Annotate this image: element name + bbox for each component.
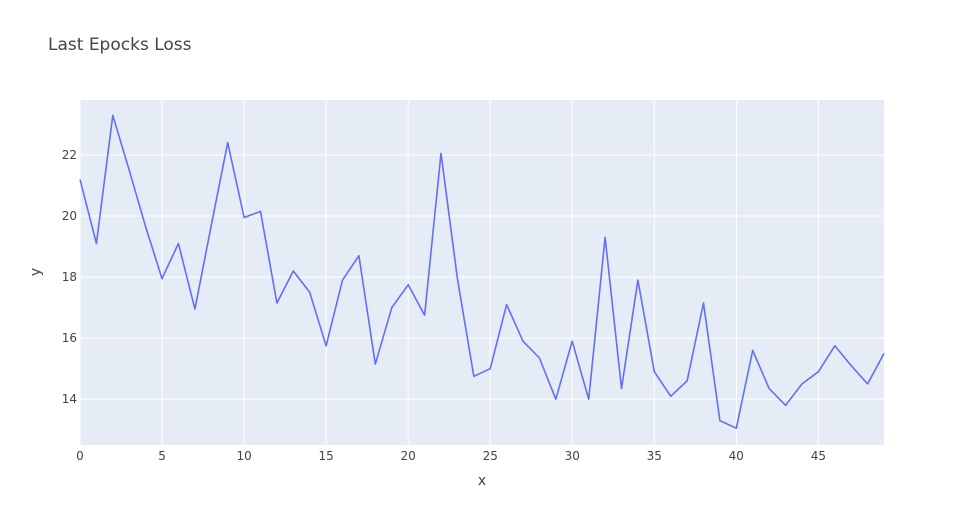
y-tick-label: 18 xyxy=(62,270,77,284)
x-axis-ticks: 0 5 10 15 20 25 30 35 40 45 xyxy=(76,449,826,463)
x-axis-title: x xyxy=(478,473,486,489)
plot-area xyxy=(80,100,884,445)
series-line xyxy=(79,114,885,429)
grid-lines xyxy=(79,100,884,445)
x-tick-label: 25 xyxy=(483,449,498,463)
x-tick-label: 35 xyxy=(647,449,662,463)
y-tick-label: 14 xyxy=(62,392,77,406)
y-tick-label: 20 xyxy=(62,209,77,223)
y-axis-ticks: 14 16 18 20 22 xyxy=(62,148,77,406)
chart-title: Last Epocks Loss xyxy=(48,35,192,55)
y-axis-title: y xyxy=(28,268,44,276)
x-tick-label: 30 xyxy=(565,449,580,463)
x-tick-label: 20 xyxy=(401,449,416,463)
x-tick-label: 15 xyxy=(318,449,333,463)
y-tick-label: 22 xyxy=(62,148,77,162)
x-tick-label: 0 xyxy=(76,449,84,463)
x-tick-label: 5 xyxy=(158,449,166,463)
x-tick-label: 10 xyxy=(236,449,251,463)
x-tick-label: 45 xyxy=(811,449,826,463)
x-tick-label: 40 xyxy=(729,449,744,463)
y-tick-label: 16 xyxy=(62,331,77,345)
